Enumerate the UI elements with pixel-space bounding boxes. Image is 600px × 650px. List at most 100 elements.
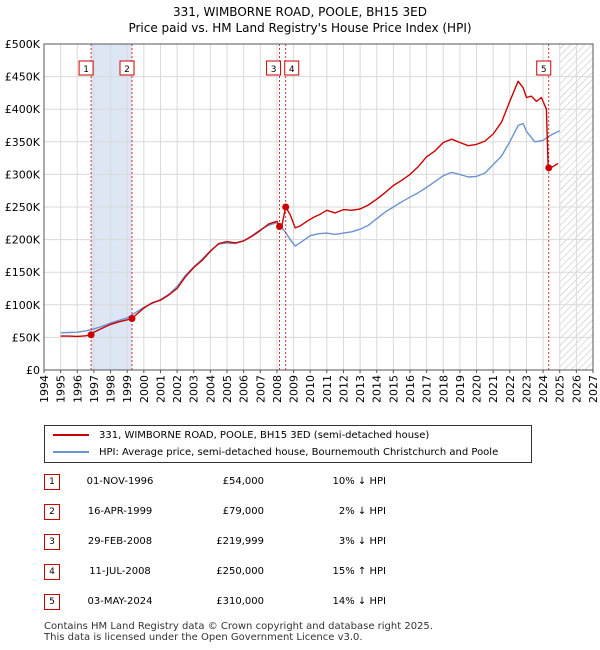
table-row: 5 03-MAY-2024 £310,000 14% ↓ HPI bbox=[44, 592, 464, 612]
y-tick-label: £300K bbox=[5, 168, 41, 181]
x-tick-label: 1995 bbox=[55, 375, 68, 403]
legend-item-property: 331, WIMBORNE ROAD, POOLE, BH15 3ED (sem… bbox=[53, 428, 429, 444]
transaction-date: 01-NOV-1996 bbox=[86, 476, 154, 487]
footer-licence: This data is licensed under the Open Gov… bbox=[44, 632, 363, 643]
x-tick-label: 2017 bbox=[421, 375, 434, 403]
x-tick-label: 2021 bbox=[487, 375, 500, 403]
x-tick-label: 2013 bbox=[354, 375, 367, 403]
x-tick-label: 2024 bbox=[537, 375, 550, 403]
sale-point bbox=[87, 331, 95, 339]
x-tick-label: 1994 bbox=[38, 375, 51, 403]
title-line-2: Price paid vs. HM Land Registry's House … bbox=[128, 21, 472, 35]
transaction-hpi: 2% ↓ HPI bbox=[338, 506, 386, 517]
y-tick-label: £500K bbox=[5, 38, 41, 51]
transaction-hpi: 15% ↑ HPI bbox=[332, 566, 386, 577]
legend-label-hpi: HPI: Average price, semi-detached house,… bbox=[99, 447, 499, 458]
y-tick-label: £200K bbox=[5, 234, 41, 247]
transaction-date: 29-FEB-2008 bbox=[87, 536, 153, 547]
y-tick-label: £50K bbox=[12, 331, 41, 344]
x-tick-label: 2027 bbox=[587, 375, 600, 403]
x-tick-label: 2011 bbox=[321, 375, 334, 403]
price-chart: 1 2 3 4 5 £0 £50K £100K £150K £200K £250K £300K £35… bbox=[5, 38, 600, 403]
transaction-price: £310,000 bbox=[216, 596, 264, 607]
x-tick-label: 2019 bbox=[454, 375, 467, 403]
x-tick-label: 2012 bbox=[337, 375, 350, 403]
sale-point bbox=[276, 223, 284, 231]
transaction-date: 11-JUL-2008 bbox=[89, 566, 151, 577]
x-tick-label: 2005 bbox=[221, 375, 234, 403]
sale-label: 3 bbox=[271, 65, 277, 75]
axes: £0 £50K £100K £150K £200K £250K £300K £350K £400… bbox=[5, 38, 600, 403]
property-price-line bbox=[60, 80, 559, 338]
transaction-price: £54,000 bbox=[222, 476, 264, 487]
legend-swatch-property bbox=[53, 434, 89, 436]
x-tick-label: 2014 bbox=[371, 375, 384, 403]
plot-frame bbox=[43, 43, 594, 371]
sale-label: 1 bbox=[83, 65, 89, 75]
sale-label-box bbox=[266, 60, 282, 76]
sale-label-box bbox=[119, 60, 135, 76]
sale-label: 4 bbox=[289, 65, 295, 75]
x-tick-label: 2007 bbox=[254, 375, 267, 403]
x-tick-label: 2001 bbox=[154, 375, 167, 403]
x-tick-label: 2018 bbox=[437, 375, 450, 403]
y-tick-label: £0 bbox=[26, 364, 40, 377]
transaction-number: 3 bbox=[44, 534, 60, 550]
x-tick-label: 2023 bbox=[520, 375, 533, 403]
x-tick-label: 1998 bbox=[105, 375, 118, 403]
transaction-price: £219,999 bbox=[216, 536, 264, 547]
sale-label-box bbox=[284, 60, 300, 76]
chart-title: 331, WIMBORNE ROAD, POOLE, BH15 3ED Pric… bbox=[0, 4, 600, 36]
x-tick-label: 2004 bbox=[204, 375, 217, 403]
table-row: 2 16-APR-1999 £79,000 2% ↓ HPI bbox=[44, 502, 464, 522]
sale-label: 2 bbox=[124, 65, 130, 75]
transaction-hpi: 10% ↓ HPI bbox=[332, 476, 386, 487]
sale-point bbox=[128, 314, 136, 322]
transaction-number: 5 bbox=[44, 594, 60, 610]
x-tick-label: 2015 bbox=[387, 375, 400, 403]
y-tick-label: £450K bbox=[5, 71, 41, 84]
table-row: 4 11-JUL-2008 £250,000 15% ↑ HPI bbox=[44, 562, 464, 582]
transaction-price: £79,000 bbox=[222, 506, 264, 517]
table-row: 3 29-FEB-2008 £219,999 3% ↓ HPI bbox=[44, 532, 464, 552]
transaction-hpi: 3% ↓ HPI bbox=[338, 536, 386, 547]
sale-label: 5 bbox=[541, 65, 547, 75]
x-tick-label: 2020 bbox=[471, 375, 484, 403]
sale-label-box bbox=[536, 60, 552, 76]
x-tick-label: 1996 bbox=[71, 375, 84, 403]
series-lines bbox=[60, 80, 561, 338]
sale-point bbox=[282, 203, 290, 211]
transaction-number: 4 bbox=[44, 564, 60, 580]
sale-label-box bbox=[78, 60, 94, 76]
x-tick-label: 2008 bbox=[271, 375, 284, 403]
transaction-number: 1 bbox=[44, 474, 60, 490]
footer-copyright: Contains HM Land Registry data © Crown c… bbox=[44, 621, 433, 632]
y-tick-label: £250K bbox=[5, 201, 41, 214]
x-tick-label: 2006 bbox=[238, 375, 251, 403]
x-tick-label: 2026 bbox=[570, 375, 583, 403]
transaction-number: 2 bbox=[44, 504, 60, 520]
footer: Contains HM Land Registry data © Crown c… bbox=[44, 621, 433, 643]
x-tick-label: 2016 bbox=[404, 375, 417, 403]
transaction-price: £250,000 bbox=[216, 566, 264, 577]
title-line-1: 331, WIMBORNE ROAD, POOLE, BH15 3ED bbox=[173, 5, 427, 19]
y-tick-label: £350K bbox=[5, 136, 41, 149]
transaction-hpi: 14% ↓ HPI bbox=[332, 596, 386, 607]
y-tick-label: £150K bbox=[5, 266, 41, 279]
table-row: 1 01-NOV-1996 £54,000 10% ↓ HPI bbox=[44, 472, 464, 492]
transaction-date: 16-APR-1999 bbox=[87, 506, 153, 517]
y-tick-label: £400K bbox=[5, 103, 41, 116]
legend-swatch-hpi bbox=[53, 451, 89, 453]
x-tick-label: 2010 bbox=[304, 375, 317, 403]
x-tick-label: 2025 bbox=[554, 375, 567, 403]
x-tick-label: 2009 bbox=[288, 375, 301, 403]
x-tick-label: 2022 bbox=[504, 375, 517, 403]
sale-point bbox=[545, 164, 553, 172]
x-tick-label: 2000 bbox=[138, 375, 151, 403]
x-tick-label: 2002 bbox=[171, 375, 184, 403]
y-tick-label: £100K bbox=[5, 299, 41, 312]
sale-markers: 1 2 3 4 5 bbox=[78, 60, 553, 339]
x-tick-label: 1999 bbox=[121, 375, 134, 403]
legend-item-hpi: HPI: Average price, semi-detached house,… bbox=[53, 445, 498, 461]
x-tick-label: 1997 bbox=[88, 375, 101, 403]
